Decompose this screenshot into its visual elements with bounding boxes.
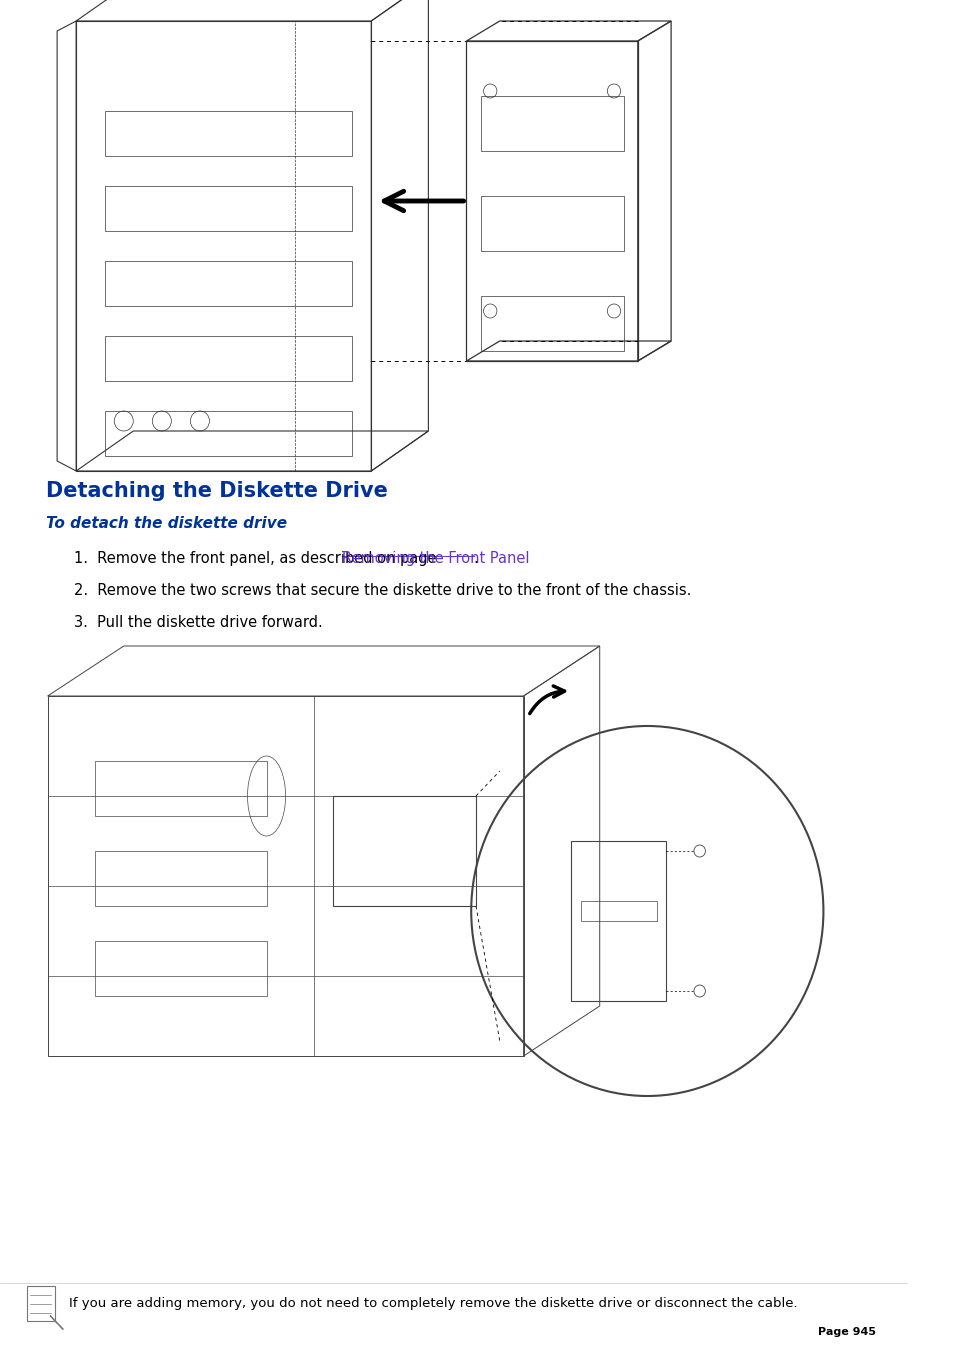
Text: 2.  Remove the two screws that secure the diskette drive to the front of the cha: 2. Remove the two screws that secure the… [74,584,691,598]
Text: If you are adding memory, you do not need to completely remove the diskette driv: If you are adding memory, you do not nee… [70,1297,798,1310]
Text: Page 945: Page 945 [817,1327,875,1337]
Bar [105,186,352,231]
Text: 1.  Remove the front panel, as described on page: 1. Remove the front panel, as described … [74,551,441,566]
Bar [333,796,476,907]
Bar [571,842,665,1001]
Text: 3.  Pull the diskette drive forward.: 3. Pull the diskette drive forward. [74,615,323,630]
Bar [95,942,266,996]
Bar [480,196,623,251]
Bar [480,296,623,351]
Text: Detaching the Diskette Drive: Detaching the Diskette Drive [46,481,387,501]
Text: .: . [474,551,478,566]
Text: Removing the Front Panel: Removing the Front Panel [342,551,530,566]
Bar [105,336,352,381]
Bar [105,261,352,305]
Bar [580,901,657,921]
Bar [95,761,266,816]
Bar [95,851,266,907]
Bar [480,96,623,151]
Bar [105,411,352,457]
Text: To detach the diskette drive: To detach the diskette drive [46,516,287,531]
Bar [105,111,352,155]
